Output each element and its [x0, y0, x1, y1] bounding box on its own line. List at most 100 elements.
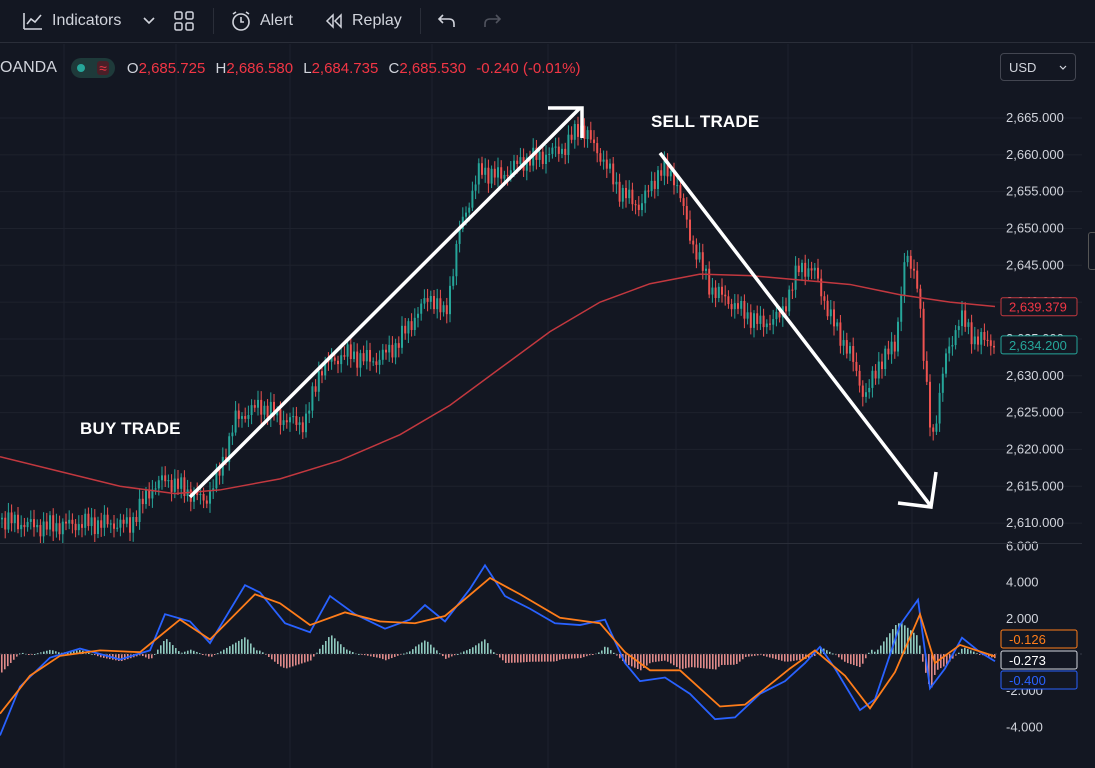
- histogram-bar: [229, 646, 231, 654]
- indicators-dropdown[interactable]: [143, 0, 155, 42]
- candle-body: [807, 268, 810, 277]
- histogram-bar: [826, 650, 828, 654]
- histogram-bar: [493, 652, 495, 654]
- histogram-bar: [481, 641, 483, 654]
- candle-body: [55, 523, 58, 532]
- candle-body: [167, 479, 170, 482]
- redo-button[interactable]: [482, 0, 502, 42]
- candle-body: [567, 134, 570, 156]
- candle-body: [874, 370, 877, 379]
- candle-body: [346, 344, 349, 357]
- histogram-bar: [487, 643, 489, 654]
- histogram-bar: [157, 649, 159, 654]
- histogram-bar: [631, 654, 633, 667]
- candle-body: [615, 181, 618, 185]
- macd-tick-label: 4.000: [1006, 575, 1039, 590]
- candle-body: [90, 517, 93, 527]
- candle-body: [234, 410, 237, 433]
- candle-body: [519, 157, 522, 164]
- histogram-bar: [583, 654, 585, 658]
- macd-tick-label: -4.000: [1006, 719, 1043, 734]
- signal-value-badge: -0.126: [1000, 629, 1078, 649]
- histogram-bar: [472, 647, 474, 654]
- candle-body: [557, 146, 560, 154]
- histogram-bar: [403, 653, 405, 655]
- candle-body: [989, 340, 992, 346]
- candle-body: [705, 268, 707, 271]
- histogram-bar: [250, 643, 252, 654]
- histogram-bar: [610, 650, 612, 654]
- pane-separator[interactable]: [0, 543, 1082, 544]
- price-tick-label: 2,650.000: [1006, 220, 1064, 235]
- histogram-bar: [901, 622, 903, 654]
- histogram-bar: [697, 654, 699, 668]
- histogram-bar: [802, 654, 804, 660]
- histogram-bar: [850, 654, 852, 665]
- candle-body: [209, 490, 211, 504]
- wave-icon: ≈: [97, 60, 109, 76]
- candle-body: [423, 298, 426, 304]
- histogram-bar: [931, 654, 933, 688]
- histogram-bar: [235, 642, 237, 654]
- histogram-bar: [736, 654, 738, 664]
- alert-button[interactable]: Alert: [230, 0, 293, 42]
- candle-body: [458, 229, 461, 244]
- histogram-bar: [670, 654, 672, 664]
- histogram-bar: [535, 654, 537, 662]
- price-tick-label: 2,615.000: [1006, 478, 1064, 493]
- histogram-bar: [178, 651, 180, 654]
- histogram-bar: [7, 654, 9, 667]
- histogram-bar: [331, 635, 333, 654]
- histogram-bar: [964, 647, 966, 654]
- low-value: 2,684.735: [311, 59, 379, 77]
- candle-body: [477, 163, 480, 185]
- histogram-bar: [343, 647, 345, 654]
- candle-body: [586, 130, 589, 139]
- candle-body: [903, 262, 906, 296]
- candle-body: [618, 181, 621, 202]
- histogram-bar: [703, 654, 705, 669]
- undo-button[interactable]: [437, 0, 457, 42]
- status-pill[interactable]: ≈: [70, 58, 115, 78]
- replay-button[interactable]: Replay: [324, 0, 402, 42]
- histogram-bar: [952, 654, 954, 659]
- candle-body: [154, 488, 157, 490]
- moving-average-line: [0, 273, 996, 495]
- histogram-bar: [529, 654, 531, 662]
- histogram-bar: [205, 654, 207, 656]
- candle-body: [161, 475, 163, 481]
- candle-body: [359, 353, 362, 368]
- histogram-bar: [40, 652, 42, 654]
- candle-body: [362, 353, 365, 362]
- currency-selector[interactable]: USD: [1000, 53, 1076, 81]
- candle-body: [724, 294, 727, 297]
- symbol-name[interactable]: OANDA: [0, 59, 57, 76]
- candle-body: [529, 157, 531, 166]
- layouts-button[interactable]: [174, 0, 194, 42]
- candle-body: [954, 330, 957, 346]
- histogram-bar: [814, 654, 816, 656]
- candle-body: [445, 305, 448, 315]
- histogram-bar: [934, 654, 936, 675]
- histogram-bar: [625, 654, 627, 664]
- candle-body: [679, 185, 682, 199]
- indicators-button[interactable]: Indicators: [22, 0, 121, 42]
- candle-body: [119, 519, 122, 528]
- histogram-bar: [829, 651, 831, 654]
- candle-body: [609, 163, 611, 169]
- histogram-bar: [142, 654, 144, 657]
- candle-body: [397, 343, 400, 348]
- histogram-bar: [304, 654, 306, 663]
- candle-body: [103, 514, 106, 528]
- candle-body: [497, 167, 499, 178]
- histogram-bar: [904, 625, 906, 654]
- scroll-handle[interactable]: [1088, 232, 1095, 270]
- candle-body: [762, 315, 765, 328]
- candle-body: [938, 392, 941, 424]
- candle-body: [212, 488, 215, 491]
- histogram-bar: [58, 652, 60, 654]
- histogram-bar: [940, 654, 942, 669]
- histogram-bar: [955, 654, 957, 656]
- candle-body: [237, 410, 240, 419]
